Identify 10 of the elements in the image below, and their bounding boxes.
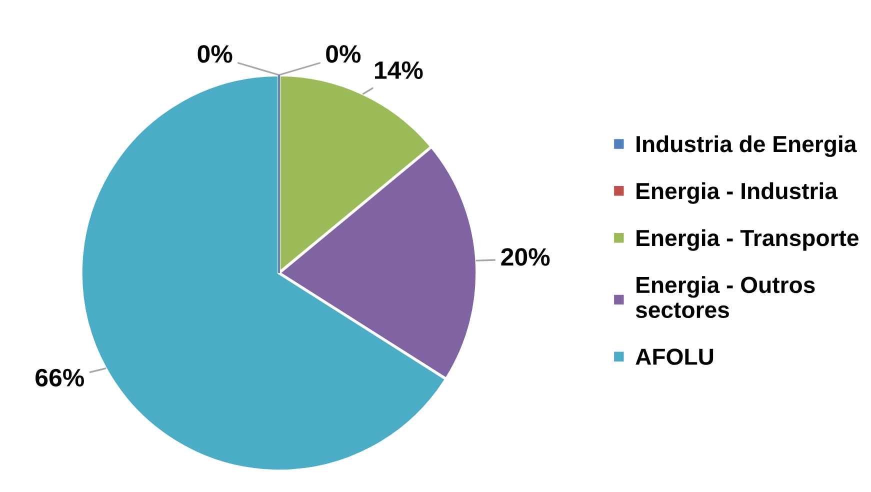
legend-label: Energia - Industria <box>636 182 838 204</box>
legend-label: Industria de Energia <box>636 135 857 157</box>
data-label: 66% <box>36 368 84 387</box>
data-label: 14% <box>374 61 423 80</box>
legend-label: Energia - Outros sectores <box>636 276 815 318</box>
data-label: 20% <box>501 248 550 266</box>
legend-label: Energia - Transporte <box>636 229 858 251</box>
text: 0% <box>326 45 361 63</box>
text: 0% <box>198 45 232 63</box>
legend-label: AFOLU <box>636 348 714 365</box>
